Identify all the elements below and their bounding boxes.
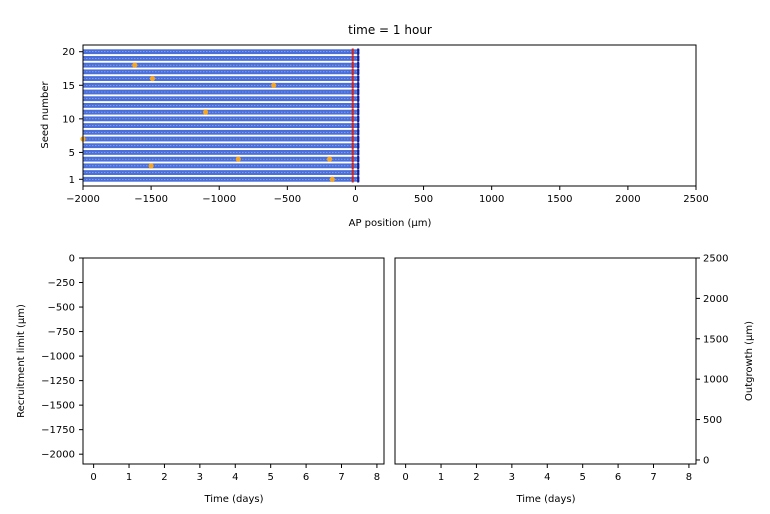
- x-tick-label: 8: [374, 472, 380, 483]
- recruited-cell-point: [329, 176, 335, 182]
- bl-y-label: Recruitment limit (μm): [16, 304, 27, 418]
- x-tick-label: 6: [615, 472, 621, 483]
- x-tick-label: 4: [544, 472, 550, 483]
- x-tick-label: 7: [338, 472, 344, 483]
- x-tick-label: −2000: [66, 194, 100, 205]
- br-y-label: Outgrowth (μm): [744, 321, 755, 401]
- bottom-left-panel: 0 1 2 3 4 5 6 7 8 0 −250 −500 −750 −1000 −1250 −1500 −1…: [16, 254, 385, 505]
- recruited-cell-point: [271, 82, 277, 88]
- x-tick-label: 1: [438, 472, 444, 483]
- bl-y-ticks: 0 −250 −500 −750 −1000 −1250 −1500 −1750 −2000: [41, 254, 83, 461]
- recruited-cell-point: [149, 75, 156, 82]
- y-tick-label: 15: [62, 81, 75, 92]
- y-tick-label: 1: [69, 175, 75, 186]
- x-tick-label: 0: [402, 472, 408, 483]
- y-tick-label: −750: [48, 327, 75, 338]
- y-tick-label: 20: [62, 47, 75, 58]
- top-plot-frame: [82, 44, 697, 187]
- x-tick-label: 6: [303, 472, 309, 483]
- x-tick-label: 1500: [547, 194, 572, 205]
- br-plot-frame: [394, 257, 697, 465]
- boundary-markers: [351, 48, 360, 183]
- x-tick-label: 5: [579, 472, 585, 483]
- bottom-right-panel: 0 1 2 3 4 5 6 7 8 0 500 1000 1500 2000 2500 Time (day…: [394, 254, 755, 505]
- y-tick-label: 0: [703, 455, 709, 466]
- y-tick-label: −2000: [41, 450, 75, 461]
- y-tick-label: 500: [703, 415, 722, 426]
- y-tick-label: 0: [69, 254, 75, 265]
- cell-rows: [83, 49, 360, 182]
- x-tick-label: −1500: [134, 194, 168, 205]
- top-x-label: AP position (μm): [349, 218, 432, 229]
- bl-plot-frame: [82, 257, 385, 465]
- y-tick-label: −1750: [41, 425, 75, 436]
- y-tick-label: 1000: [703, 375, 728, 386]
- recruited-cell-point: [235, 156, 241, 162]
- y-tick-label: 2000: [703, 294, 728, 305]
- recruited-cell-point: [203, 109, 209, 115]
- bl-x-label: Time (days): [203, 494, 263, 505]
- br-y-ticks: 0 500 1000 1500 2000 2500: [696, 254, 728, 466]
- top-title: time = 1 hour: [348, 23, 432, 37]
- y-tick-label: 2500: [703, 254, 728, 265]
- x-tick-label: 2: [473, 472, 479, 483]
- x-tick-label: 1000: [479, 194, 504, 205]
- x-tick-label: 2000: [615, 194, 640, 205]
- x-tick-label: −500: [274, 194, 301, 205]
- top-y-label: Seed number: [40, 81, 51, 149]
- recruited-cell-point: [326, 156, 333, 162]
- x-tick-label: 0: [90, 472, 96, 483]
- top-x-ticks: −2000 −1500 −1000 −500 0 500 1000 1500 2000 2500: [66, 186, 709, 205]
- x-tick-label: 2500: [683, 194, 708, 205]
- x-tick-label: 3: [197, 472, 203, 483]
- x-tick-label: 1: [126, 472, 132, 483]
- x-tick-label: 4: [232, 472, 238, 483]
- y-tick-label: −1250: [41, 376, 75, 387]
- y-tick-label: −1500: [41, 401, 75, 412]
- x-tick-label: 5: [267, 472, 273, 483]
- recruited-cells: [80, 62, 335, 182]
- x-tick-label: 7: [650, 472, 656, 483]
- y-tick-label: −250: [48, 278, 75, 289]
- x-tick-label: 8: [686, 472, 692, 483]
- y-tick-label: −500: [48, 303, 75, 314]
- y-tick-label: 5: [69, 148, 75, 159]
- recruited-cell-point: [148, 163, 154, 169]
- x-tick-label: 500: [414, 194, 433, 205]
- recruited-cell-point: [132, 62, 138, 68]
- x-tick-label: 2: [161, 472, 167, 483]
- top-panel: time = 1 hour −2000 −1500 −1000 −500 0 500 100…: [40, 23, 709, 229]
- br-x-label: Time (days): [515, 494, 575, 505]
- y-tick-label: −1000: [41, 352, 75, 363]
- x-tick-label: −1000: [202, 194, 236, 205]
- x-tick-label: 3: [509, 472, 515, 483]
- x-tick-label: 0: [352, 194, 358, 205]
- y-tick-label: 1500: [703, 334, 728, 345]
- br-x-ticks: 0 1 2 3 4 5 6 7 8: [402, 464, 692, 483]
- bl-x-ticks: 0 1 2 3 4 5 6 7 8: [90, 464, 380, 483]
- y-tick-label: 10: [62, 114, 75, 125]
